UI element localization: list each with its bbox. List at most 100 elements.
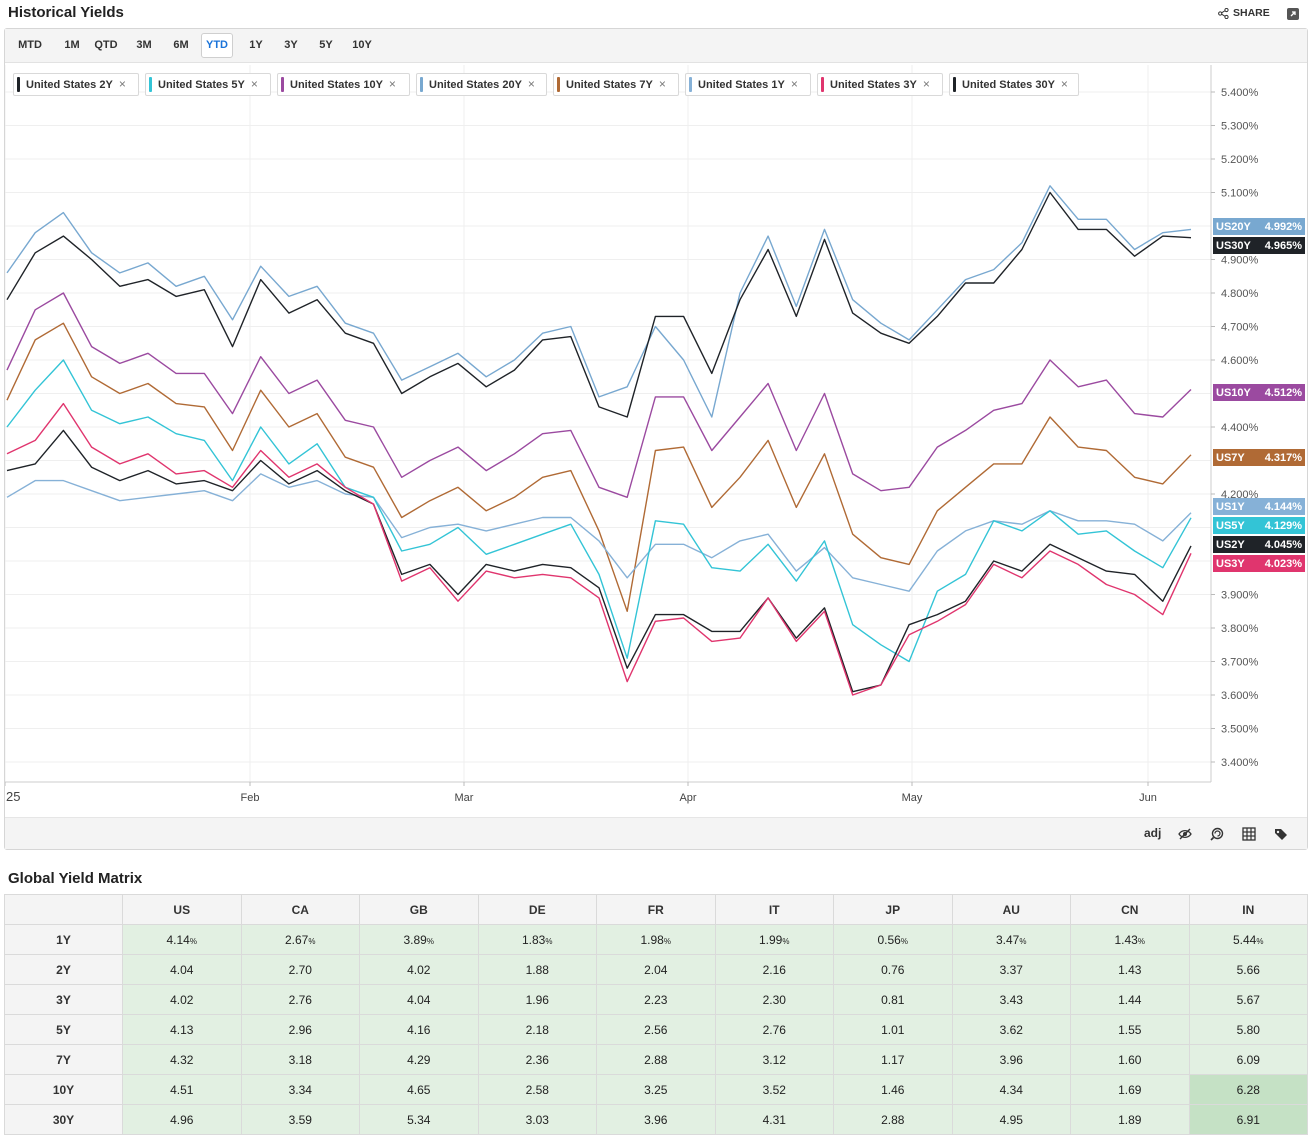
matrix-cell[interactable]: 3.03: [477, 1104, 597, 1135]
adj-toggle[interactable]: adj: [1144, 826, 1162, 840]
remove-series-icon[interactable]: ×: [118, 77, 126, 91]
matrix-col-header-ca[interactable]: CA: [240, 894, 360, 925]
matrix-cell[interactable]: 6.09: [1188, 1044, 1308, 1075]
matrix-col-header-au[interactable]: AU: [951, 894, 1071, 925]
series-line-20y[interactable]: [6, 185, 1192, 418]
matrix-cell[interactable]: 1.98%: [596, 924, 716, 955]
grid-icon[interactable]: [1241, 826, 1257, 842]
range-button-6m[interactable]: 6M: [173, 39, 189, 51]
matrix-cell[interactable]: 2.88: [833, 1104, 953, 1135]
matrix-cell[interactable]: 5.80: [1188, 1014, 1308, 1045]
tags-icon[interactable]: [1273, 826, 1289, 842]
matrix-cell[interactable]: 4.31: [714, 1104, 834, 1135]
matrix-col-header-cn[interactable]: CN: [1070, 894, 1190, 925]
legend-chip-5y[interactable]: United States 5Y ×: [145, 73, 271, 96]
matrix-cell[interactable]: 5.44%: [1188, 924, 1308, 955]
matrix-cell[interactable]: 4.95: [951, 1104, 1071, 1135]
matrix-cell[interactable]: 3.25: [596, 1074, 716, 1105]
matrix-cell[interactable]: 3.12: [714, 1044, 834, 1075]
matrix-cell[interactable]: 4.51: [122, 1074, 242, 1105]
series-line-7y[interactable]: [6, 322, 1192, 612]
range-button-5y[interactable]: 5Y: [319, 39, 333, 51]
matrix-cell[interactable]: 2.58: [477, 1074, 597, 1105]
matrix-cell[interactable]: 4.13: [122, 1014, 242, 1045]
matrix-cell[interactable]: 3.34: [240, 1074, 360, 1105]
matrix-cell[interactable]: 2.30: [714, 984, 834, 1015]
matrix-col-header-us[interactable]: US: [122, 894, 242, 925]
matrix-cell[interactable]: 4.65: [359, 1074, 479, 1105]
range-button-qtd[interactable]: QTD: [94, 39, 118, 51]
series-line-2y[interactable]: [6, 429, 1192, 693]
remove-series-icon[interactable]: ×: [527, 77, 535, 91]
matrix-cell[interactable]: 1.43: [1070, 954, 1190, 985]
matrix-cell[interactable]: 3.62: [951, 1014, 1071, 1045]
matrix-cell[interactable]: 0.56%: [833, 924, 953, 955]
matrix-cell[interactable]: 6.28: [1188, 1074, 1308, 1105]
matrix-col-header-jp[interactable]: JP: [833, 894, 953, 925]
legend-chip-10y[interactable]: United States 10Y ×: [277, 73, 410, 96]
matrix-cell[interactable]: 4.29: [359, 1044, 479, 1075]
remove-series-icon[interactable]: ×: [1060, 77, 1068, 91]
matrix-cell[interactable]: 1.46: [833, 1074, 953, 1105]
matrix-cell[interactable]: 2.76: [240, 984, 360, 1015]
matrix-cell[interactable]: 1.43%: [1070, 924, 1190, 955]
range-button-mtd[interactable]: MTD: [18, 39, 42, 51]
matrix-cell[interactable]: 2.04: [596, 954, 716, 985]
matrix-col-header-fr[interactable]: FR: [596, 894, 716, 925]
matrix-col-header-de[interactable]: DE: [477, 894, 597, 925]
matrix-cell[interactable]: 4.96: [122, 1104, 242, 1135]
matrix-cell[interactable]: 3.52: [714, 1074, 834, 1105]
matrix-cell[interactable]: 0.76: [833, 954, 953, 985]
range-button-10y[interactable]: 10Y: [352, 39, 372, 51]
matrix-cell[interactable]: 4.32: [122, 1044, 242, 1075]
matrix-cell[interactable]: 3.89%: [359, 924, 479, 955]
legend-chip-20y[interactable]: United States 20Y ×: [416, 73, 547, 96]
legend-chip-2y[interactable]: United States 2Y ×: [13, 73, 139, 96]
matrix-cell[interactable]: 1.99%: [714, 924, 834, 955]
matrix-cell[interactable]: 1.55: [1070, 1014, 1190, 1045]
matrix-cell[interactable]: 0.81: [833, 984, 953, 1015]
series-line-3y[interactable]: [6, 402, 1192, 696]
zoom-reset-icon[interactable]: [1209, 826, 1225, 842]
matrix-cell[interactable]: 2.36: [477, 1044, 597, 1075]
matrix-cell[interactable]: 1.69: [1070, 1074, 1190, 1105]
range-button-1y[interactable]: 1Y: [249, 39, 263, 51]
matrix-cell[interactable]: 2.88: [596, 1044, 716, 1075]
matrix-cell[interactable]: 5.66: [1188, 954, 1308, 985]
series-line-10y[interactable]: [6, 292, 1192, 498]
matrix-cell[interactable]: 4.16: [359, 1014, 479, 1045]
remove-series-icon[interactable]: ×: [922, 77, 930, 91]
series-line-5y[interactable]: [6, 359, 1192, 663]
remove-series-icon[interactable]: ×: [250, 77, 258, 91]
matrix-cell[interactable]: 2.76: [714, 1014, 834, 1045]
matrix-cell[interactable]: 4.14%: [122, 924, 242, 955]
matrix-cell[interactable]: 1.83%: [477, 924, 597, 955]
remove-series-icon[interactable]: ×: [790, 77, 798, 91]
legend-chip-1y[interactable]: United States 1Y ×: [685, 73, 811, 96]
matrix-cell[interactable]: 4.02: [359, 954, 479, 985]
series-line-30y[interactable]: [6, 191, 1192, 418]
matrix-cell[interactable]: 4.04: [359, 984, 479, 1015]
yield-chart[interactable]: 5.400% 5.300% 5.200% 5.100% 4.900% 4.800% 4.70…: [5, 29, 1307, 817]
matrix-cell[interactable]: 1.44: [1070, 984, 1190, 1015]
remove-series-icon[interactable]: ×: [658, 77, 666, 91]
legend-chip-3y[interactable]: United States 3Y ×: [817, 73, 943, 96]
matrix-cell[interactable]: 2.56: [596, 1014, 716, 1045]
matrix-cell[interactable]: 2.18: [477, 1014, 597, 1045]
legend-chip-7y[interactable]: United States 7Y ×: [553, 73, 679, 96]
matrix-cell[interactable]: 2.16: [714, 954, 834, 985]
range-button-3m[interactable]: 3M: [136, 39, 152, 51]
matrix-cell[interactable]: 2.96: [240, 1014, 360, 1045]
matrix-cell[interactable]: 2.67%: [240, 924, 360, 955]
matrix-cell[interactable]: 5.67: [1188, 984, 1308, 1015]
matrix-cell[interactable]: 1.60: [1070, 1044, 1190, 1075]
matrix-cell[interactable]: 3.96: [596, 1104, 716, 1135]
matrix-col-header-it[interactable]: IT: [714, 894, 834, 925]
matrix-cell[interactable]: 1.17: [833, 1044, 953, 1075]
range-button-3y[interactable]: 3Y: [284, 39, 298, 51]
matrix-col-header-gb[interactable]: GB: [359, 894, 479, 925]
range-button-ytd[interactable]: YTD: [201, 33, 233, 58]
matrix-cell[interactable]: 1.89: [1070, 1104, 1190, 1135]
matrix-cell[interactable]: 4.04: [122, 954, 242, 985]
matrix-cell[interactable]: 1.01: [833, 1014, 953, 1045]
